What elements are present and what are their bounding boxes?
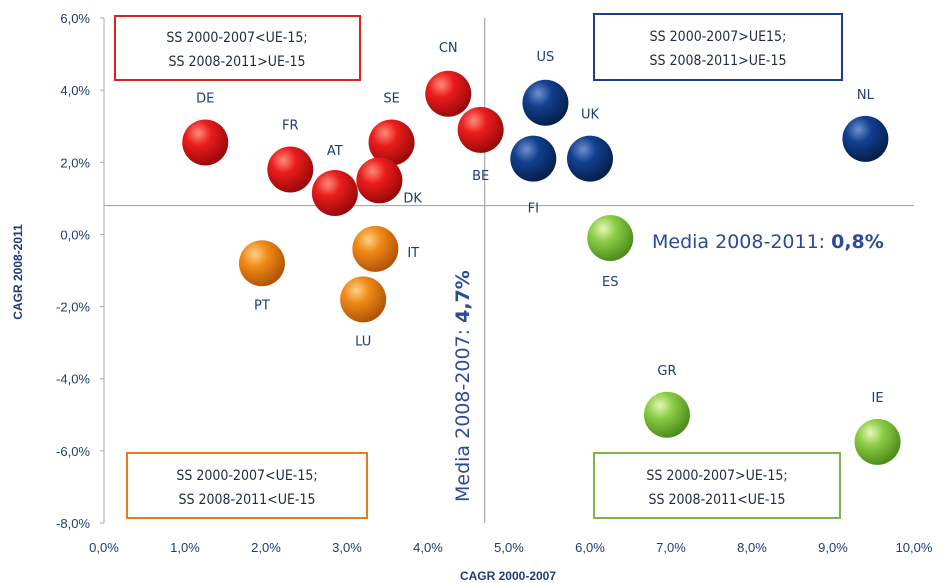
x-tick-label: 10,0% — [896, 540, 933, 555]
data-point-label-uk: UK — [581, 108, 600, 123]
data-point-label-es: ES — [602, 275, 618, 290]
quadrant-label-line1: SS 2000-2007>UE15; — [650, 29, 787, 45]
data-point-label-gr: GR — [657, 364, 676, 379]
x-tick-label: 3,0% — [332, 540, 362, 555]
x-tick-label: 7,0% — [656, 540, 686, 555]
data-point-it — [352, 225, 399, 272]
x-tick-label: 9,0% — [818, 540, 848, 555]
quadrant-box-bottom-right: SS 2000-2007>UE-15; SS 2008-2011<UE-15 — [593, 452, 841, 519]
y-tick-label: -4,0% — [56, 372, 90, 387]
data-point-label-dk: DK — [403, 191, 422, 206]
data-point-gr — [643, 391, 690, 438]
data-point-label-nl: NL — [857, 88, 875, 103]
data-point-label-be: BE — [472, 169, 489, 184]
y-axis-tick-labels: 6,0% 4,0% 2,0% 0,0% -2,0% -4,0% -6,0% -8,0% — [56, 11, 104, 531]
data-point-ie — [854, 418, 901, 465]
mean-2000-2007-label: Media 2008-2007: 4,7% — [452, 270, 474, 502]
y-tick-label: -8,0% — [56, 516, 90, 531]
data-point-label-us: US — [537, 50, 555, 65]
data-point-cn — [425, 70, 472, 117]
data-point-pt — [238, 240, 285, 287]
mean-2008-2011-label: Media 2008-2011: 0,8% — [652, 231, 884, 253]
x-tick-label: 0,0% — [89, 540, 119, 555]
x-tick-label: 5,0% — [494, 540, 524, 555]
y-axis-title: CAGR 2008-2011 — [11, 224, 25, 320]
quadrant-label-line1: SS 2000-2007<UE-15; — [176, 468, 317, 484]
quadrant-label-line1: SS 2000-2007>UE-15; — [646, 468, 787, 484]
x-axis-tick-labels: 0,0% 1,0% 2,0% 3,0% 4,0% 5,0% 6,0% 7,0% 8,0% 9,0%… — [89, 540, 933, 555]
y-tick-label: -2,0% — [56, 300, 90, 315]
y-tick-label: 4,0% — [60, 83, 90, 98]
data-point-fr — [267, 146, 314, 193]
quadrant-label-line2: SS 2008-2011>UE-15 — [650, 53, 787, 69]
data-point-nl — [842, 115, 889, 162]
data-point-uk — [567, 135, 613, 182]
data-point-label-at: AT — [327, 144, 343, 159]
data-point-us — [522, 79, 569, 126]
data-point-label-fr: FR — [282, 119, 299, 134]
data-point-label-it: IT — [407, 246, 419, 261]
data-point-be — [457, 106, 504, 153]
quadrant-box-bottom-left: SS 2000-2007<UE-15; SS 2008-2011<UE-15 — [126, 452, 368, 519]
y-tick-label: -6,0% — [56, 444, 90, 459]
y-tick-label: 0,0% — [60, 227, 90, 242]
data-point-fi — [510, 135, 557, 182]
x-axis-title: CAGR 2000-2007 — [460, 569, 556, 583]
y-tick-label: 2,0% — [60, 155, 90, 170]
y-tick-label: 6,0% — [60, 11, 90, 26]
data-points: DE FR AT SE DK CN BE US FI UK NL PT IT LU ES GR IE — [182, 41, 901, 465]
quadrant-label-line1: SS 2000-2007<UE-15; — [166, 30, 307, 46]
data-point-lu — [340, 276, 387, 323]
data-point-label-ie: IE — [872, 391, 884, 406]
data-point-se — [368, 119, 415, 166]
data-point-at — [311, 169, 358, 216]
x-tick-label: 4,0% — [413, 540, 443, 555]
quadrant-label-line2: SS 2008-2011>UE-15 — [169, 54, 306, 70]
x-tick-label: 1,0% — [170, 540, 200, 555]
quadrant-box-top-left: SS 2000-2007<UE-15; SS 2008-2011>UE-15 — [114, 15, 361, 81]
x-tick-label: 8,0% — [737, 540, 767, 555]
quadrant-label-line2: SS 2008-2011<UE-15 — [179, 492, 316, 508]
data-point-de — [182, 119, 229, 166]
data-point-label-lu: LU — [355, 334, 371, 349]
x-tick-label: 2,0% — [251, 540, 281, 555]
data-point-label-de: DE — [196, 91, 214, 106]
data-point-label-cn: CN — [439, 41, 458, 56]
data-point-dk — [356, 157, 403, 204]
data-point-label-se: SE — [383, 91, 399, 106]
x-tick-label: 6,0% — [575, 540, 605, 555]
data-point-es — [587, 215, 634, 262]
quadrant-box-top-right: SS 2000-2007>UE15; SS 2008-2011>UE-15 — [593, 13, 843, 81]
data-point-label-fi: FI — [528, 202, 539, 217]
quadrant-label-line2: SS 2008-2011<UE-15 — [649, 492, 786, 508]
data-point-label-pt: PT — [254, 298, 270, 313]
